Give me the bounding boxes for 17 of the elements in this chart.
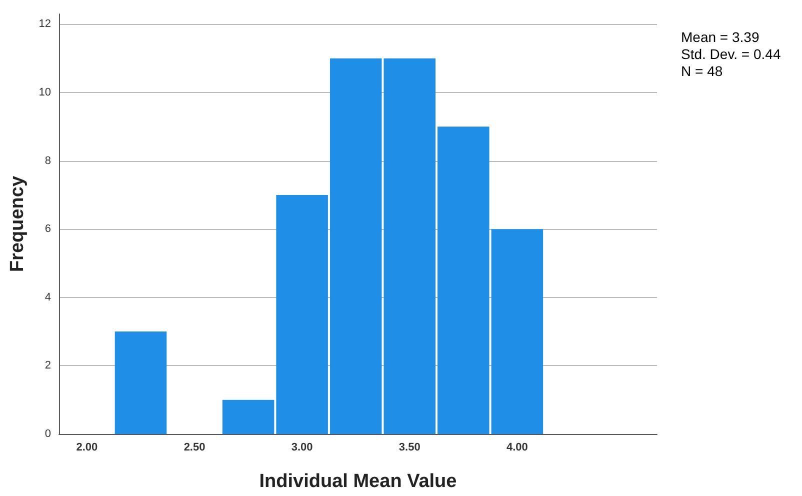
text: N = 48: [681, 63, 723, 79]
y-tick-label: 8: [44, 154, 51, 167]
y-tick-label: 0: [44, 428, 51, 440]
x-tick-label: 4.00: [506, 442, 528, 454]
y-tick-label: 4: [44, 291, 51, 304]
x-axis-title: Individual Mean Value: [259, 471, 457, 492]
y-tick-label: 10: [38, 86, 51, 99]
text: Std. Dev. = 0.44: [681, 46, 781, 62]
y-axis-title: Frequency: [7, 176, 28, 272]
x-tick-label: 2.00: [76, 442, 98, 454]
y-tick-label: 6: [44, 223, 51, 236]
y-tick-label: 12: [38, 18, 51, 30]
y-tick-label: 2: [44, 360, 51, 372]
x-tick-label: 3.50: [398, 442, 420, 454]
text: Mean = 3.39: [681, 29, 760, 45]
x-tick-label: 2.50: [184, 442, 206, 454]
x-tick-label: 3.00: [291, 442, 313, 454]
